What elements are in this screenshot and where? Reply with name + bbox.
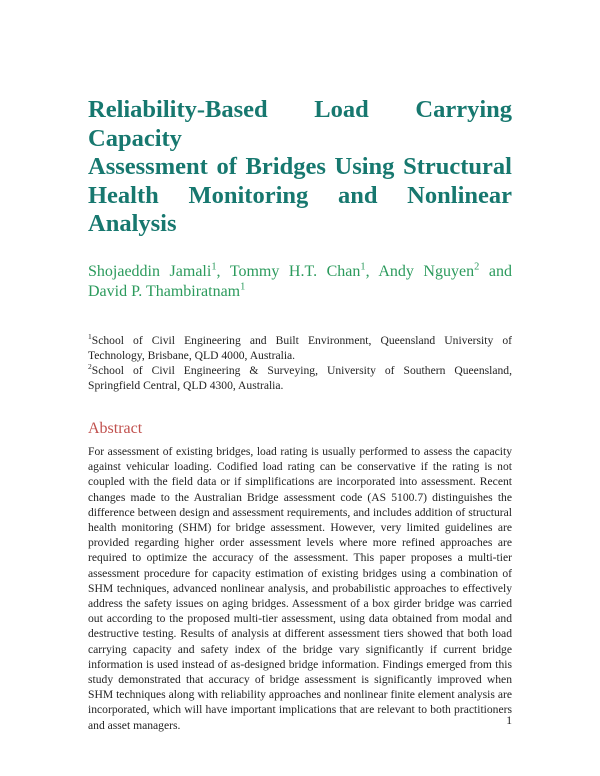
paper-title: Reliability-Based Load Carrying Capacity…	[88, 96, 512, 239]
abstract-body: For assessment of existing bridges, load…	[88, 444, 512, 733]
abstract-line: destructive testing. Results of analysis…	[88, 627, 512, 641]
author-name: Tommy H.T. Chan	[229, 263, 361, 280]
author-name: Shojaeddin Jamali	[88, 263, 212, 280]
title-line: Analysis	[88, 210, 177, 237]
abstract-line: information is used instead of as-design…	[88, 657, 512, 671]
abstract-line: incorporated, which will have important …	[88, 703, 512, 717]
abstract-line: provided regarding higher order assessme…	[88, 536, 512, 550]
author-separator: ,	[216, 263, 230, 280]
abstract-heading: Abstract	[88, 420, 143, 437]
author-affiliation-mark: 1	[211, 261, 217, 273]
title-line: Health Monitoring and Nonlinear	[88, 181, 512, 209]
author-separator: and	[479, 263, 512, 280]
author-list: Shojaeddin Jamali1, Tommy H.T. Chan1, An…	[88, 262, 512, 302]
abstract-line: changes made to the Australian Bridge as…	[88, 490, 512, 504]
abstract-line: health monitoring (SHM) for bridge asses…	[88, 521, 512, 535]
title-line: Reliability-Based Load Carrying Capacity	[88, 96, 512, 152]
abstract-line: out according to the proposed multi-tier…	[88, 612, 512, 626]
affiliation: 1School of Civil Engineering and Built E…	[88, 333, 512, 363]
abstract-line: SHM techniques along with reliability ap…	[88, 688, 512, 702]
affiliation-text: School of Civil Engineering & Surveying,…	[88, 364, 512, 392]
affiliation-number: 1	[88, 332, 92, 342]
abstract-line: address the safety issues on aging bridg…	[88, 597, 512, 611]
abstract-line: coupled with the field data or if simpli…	[88, 475, 512, 489]
page-number: 1	[506, 714, 512, 727]
author-name: Andy Nguyen	[378, 263, 475, 280]
abstract-line: carrying capacity and safety index of th…	[88, 642, 512, 656]
abstract-line: SHM techniques, advanced nonlinear analy…	[88, 581, 512, 595]
abstract-line: study demonstrated that accuracy of brid…	[88, 673, 512, 687]
abstract-line: For assessment of existing bridges, load…	[88, 445, 512, 458]
author-name: David P. Thambiratnam	[88, 283, 241, 300]
abstract-line: against vehicular loading. Codified load…	[88, 460, 512, 474]
affiliation-text: School of Civil Engineering and Built En…	[88, 334, 512, 362]
author-affiliation-mark: 2	[474, 261, 480, 273]
author-affiliation-mark: 1	[360, 261, 366, 273]
abstract-line: difference between design and assessment…	[88, 505, 512, 519]
abstract-line: required to optimize the accuracy of the…	[88, 551, 512, 565]
author-separator: ,	[365, 263, 379, 280]
affiliation-number: 2	[88, 362, 92, 372]
author-affiliation-mark: 1	[240, 281, 246, 293]
title-line: Assessment of Bridges Using Structural	[88, 153, 512, 180]
affiliation: 2School of Civil Engineering & Surveying…	[88, 363, 512, 393]
abstract-line: and asset managers.	[88, 718, 181, 732]
abstract-line: assessment procedure for capacity estima…	[88, 566, 512, 580]
